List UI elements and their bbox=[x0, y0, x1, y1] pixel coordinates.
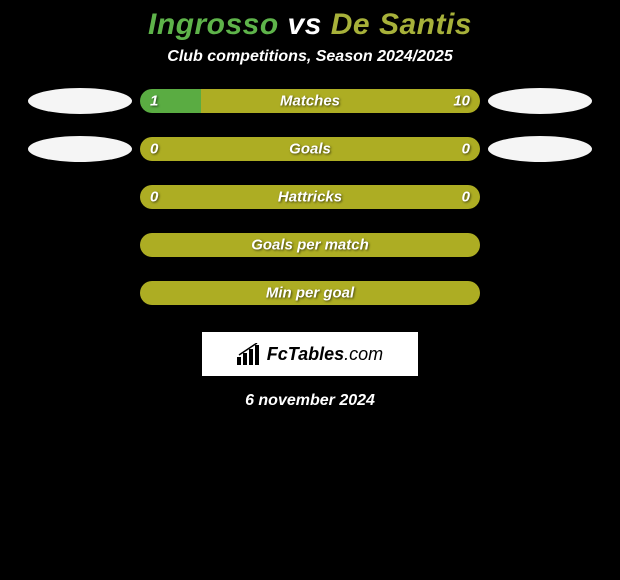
stat-label: Goals per match bbox=[251, 237, 369, 254]
stat-label: Goals bbox=[289, 141, 331, 158]
logo-brand: FcTables bbox=[267, 344, 344, 365]
stat-bar: 0 0 Goals bbox=[140, 137, 480, 161]
left-icon-slot bbox=[20, 184, 140, 210]
stat-right-value: 0 bbox=[462, 141, 470, 158]
comparison-title: Ingrosso vs De Santis bbox=[0, 0, 620, 48]
stat-left-value: 0 bbox=[150, 189, 158, 206]
stat-left-value: 1 bbox=[150, 93, 158, 110]
logo-suffix: .com bbox=[344, 344, 383, 365]
stat-bar: 1 10 Matches bbox=[140, 89, 480, 113]
player-ellipse-icon bbox=[488, 88, 592, 114]
stat-row: Min per goal bbox=[8, 280, 612, 306]
player-ellipse-icon bbox=[488, 136, 592, 162]
bar-right-segment bbox=[201, 89, 480, 113]
logo-text: FcTables.com bbox=[267, 344, 383, 365]
stat-label: Matches bbox=[280, 93, 340, 110]
left-icon-slot bbox=[20, 136, 140, 162]
player2-name: De Santis bbox=[331, 8, 472, 41]
right-icon-slot bbox=[480, 88, 600, 114]
date-text: 6 november 2024 bbox=[0, 376, 620, 410]
stat-bar: Min per goal bbox=[140, 281, 480, 305]
stat-row: Goals per match bbox=[8, 232, 612, 258]
stat-left-value: 0 bbox=[150, 141, 158, 158]
stat-rows: 1 10 Matches 0 0 Goals 0 0 Hattricks Goals per ma… bbox=[0, 88, 620, 306]
player-ellipse-icon bbox=[28, 88, 132, 114]
stat-bar: 0 0 Hattricks bbox=[140, 185, 480, 209]
stat-bar: Goals per match bbox=[140, 233, 480, 257]
right-icon-slot bbox=[480, 184, 600, 210]
left-icon-slot bbox=[20, 232, 140, 258]
player1-name: Ingrosso bbox=[148, 8, 279, 41]
right-icon-slot bbox=[480, 136, 600, 162]
season-subtitle: Club competitions, Season 2024/2025 bbox=[0, 48, 620, 88]
chart-bars-icon bbox=[237, 343, 263, 365]
left-icon-slot bbox=[20, 88, 140, 114]
stat-row: 1 10 Matches bbox=[8, 88, 612, 114]
player-ellipse-icon bbox=[28, 136, 132, 162]
right-icon-slot bbox=[480, 280, 600, 306]
fctables-logo: FcTables.com bbox=[202, 332, 418, 376]
stat-label: Min per goal bbox=[266, 285, 354, 302]
stat-right-value: 10 bbox=[453, 93, 470, 110]
left-icon-slot bbox=[20, 280, 140, 306]
stat-right-value: 0 bbox=[462, 189, 470, 206]
stat-label: Hattricks bbox=[278, 189, 342, 206]
stat-row: 0 0 Goals bbox=[8, 136, 612, 162]
right-icon-slot bbox=[480, 232, 600, 258]
stat-row: 0 0 Hattricks bbox=[8, 184, 612, 210]
vs-text: vs bbox=[288, 8, 322, 41]
